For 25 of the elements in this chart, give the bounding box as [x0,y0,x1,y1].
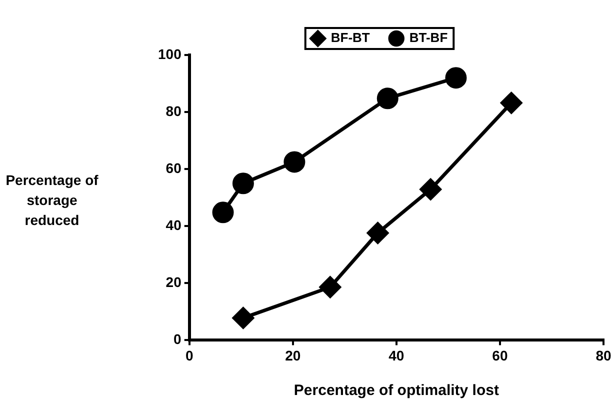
x-axis-title: Percentage of optimality lost [294,382,499,400]
point [232,172,254,194]
y-tick-label: 20 [166,274,182,290]
point [212,202,234,224]
point [376,88,398,110]
point [367,222,389,244]
legend-label: BT-BF [409,30,448,46]
x-tick-label: 40 [388,347,404,364]
x-tick-label: 0 [185,347,194,364]
y-axis-title: Percentage of storage reduced [4,171,100,230]
y-tick-label: 0 [174,331,182,348]
point [445,67,467,89]
y-tick-label: 60 [166,160,182,176]
point [319,276,341,298]
legend-label: BF-BT [330,30,370,46]
point [284,151,306,173]
x-tick-label: 60 [492,347,508,364]
point [500,92,522,114]
y-tick-label: 40 [166,216,182,233]
y-tick-label: 100 [158,46,182,62]
x-tick-label: 20 [285,347,301,364]
x-tick-label: 80 [596,347,612,364]
point [420,178,442,200]
point [232,307,254,329]
y-tick-label: 80 [166,102,182,119]
